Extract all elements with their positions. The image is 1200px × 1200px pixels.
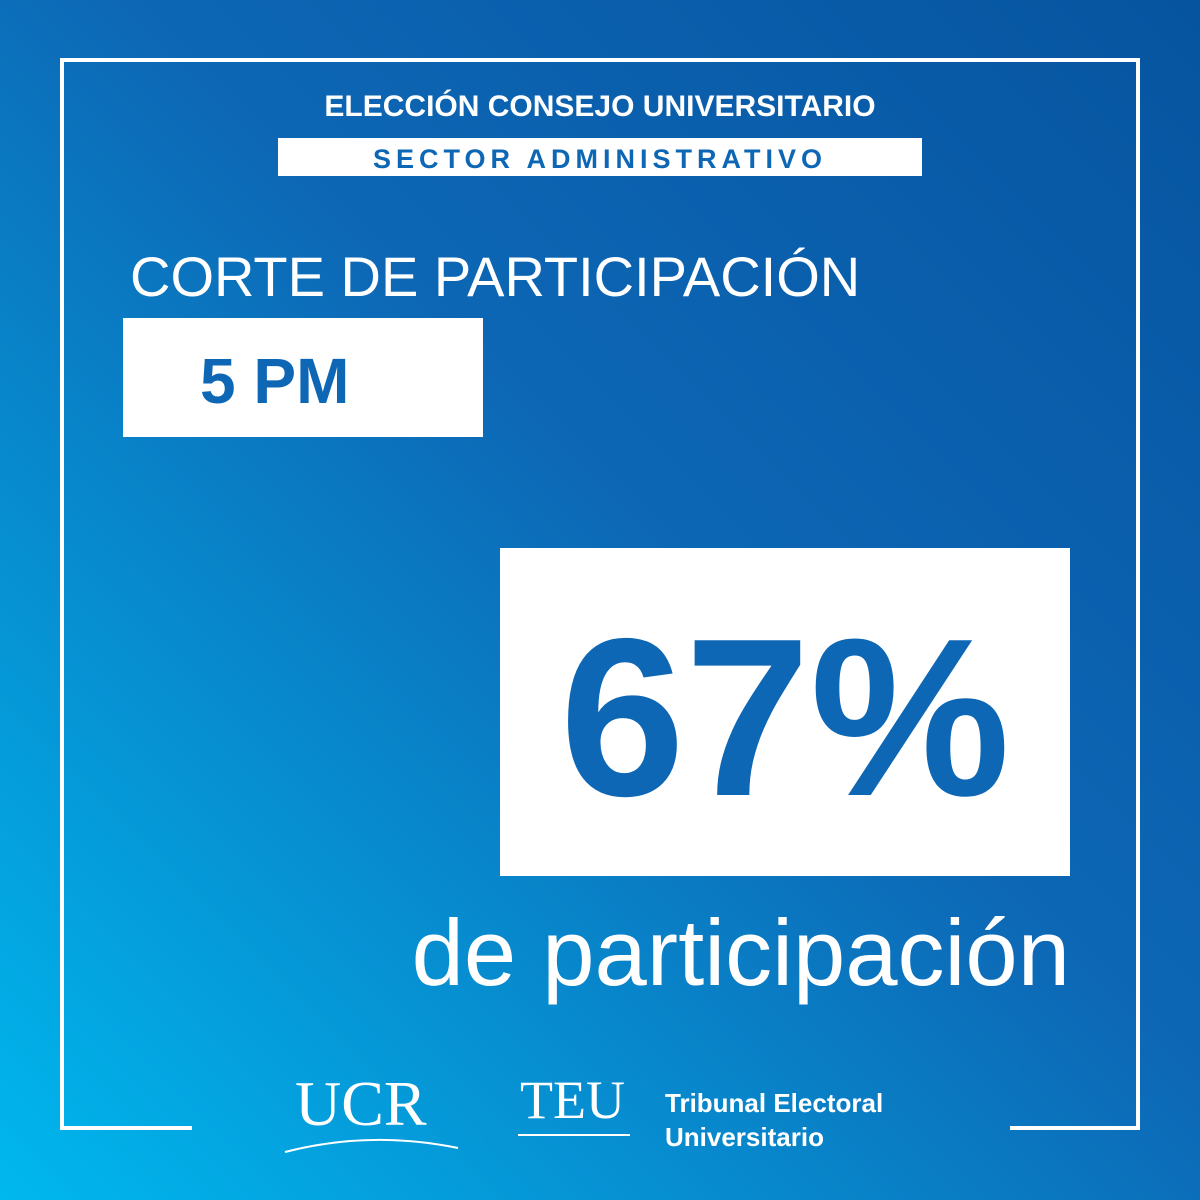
frame xyxy=(60,58,1140,1130)
ucr-logo: UCR xyxy=(295,1068,427,1139)
heading: CORTE DE PARTICIPACIÓN xyxy=(130,245,860,308)
percentage: 67% xyxy=(560,591,1010,843)
subtitle: SECTOR ADMINISTRATIVO xyxy=(373,144,827,174)
teu-logo: TEU xyxy=(520,1070,625,1130)
time: 5 PM xyxy=(200,345,349,417)
caption: de participación xyxy=(412,900,1070,1005)
time-box xyxy=(123,318,483,437)
organization-line: Tribunal Electoral xyxy=(665,1088,883,1118)
percentage-box xyxy=(500,548,1070,876)
organization-line: Universitario xyxy=(665,1122,824,1152)
subtitle-box xyxy=(278,138,922,176)
ucr-underline xyxy=(284,1138,459,1153)
title: ELECCIÓN CONSEJO UNIVERSITARIO xyxy=(324,89,875,123)
